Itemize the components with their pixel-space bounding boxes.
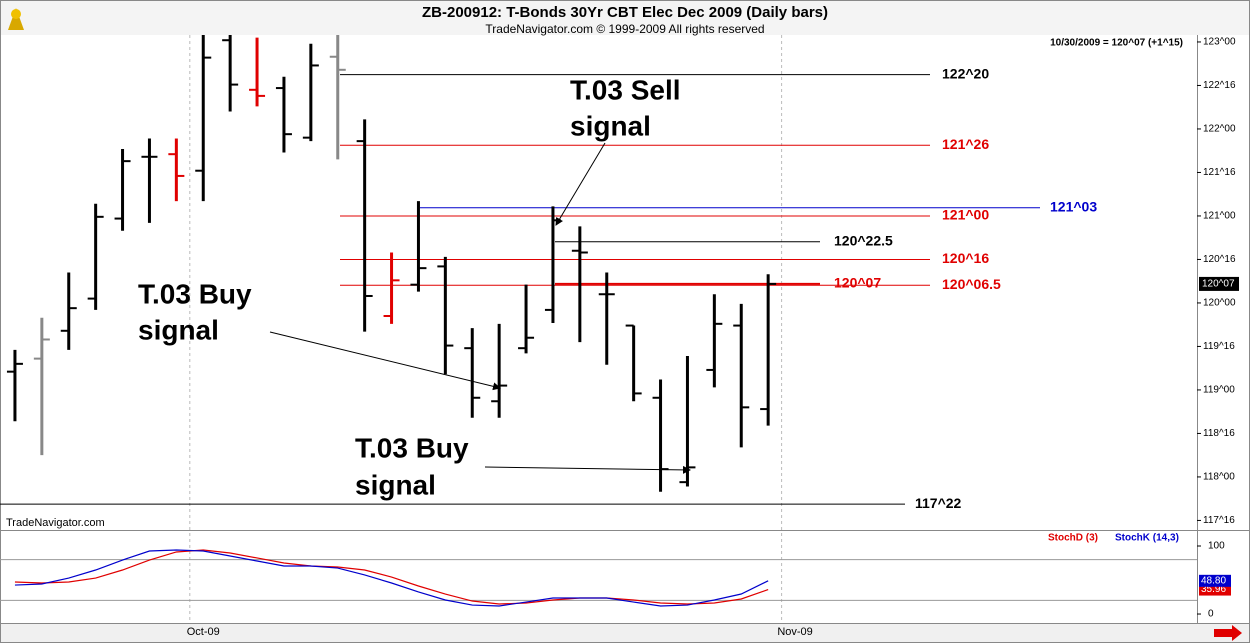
annotation: T.03 Sell (570, 74, 681, 105)
level-label: 120^22.5 (834, 232, 893, 248)
watermark: TradeNavigator.com (6, 517, 105, 529)
x-tick-label: Oct-09 (187, 626, 220, 638)
y-tick-label: 118^16 (1203, 428, 1235, 439)
stoch-line (14, 549, 769, 607)
y-tick-label: 119^16 (1203, 341, 1235, 352)
status: 10/30/2009 = 120^07 (+1^15) (1050, 38, 1183, 49)
annotation-arrow (484, 465, 691, 474)
annotation-arrow (555, 142, 606, 226)
y-tick-label: 120^00 (1203, 298, 1236, 309)
last-price-label: 120^07 (1202, 279, 1235, 290)
last-price-box (1199, 276, 1239, 291)
header-bar (1, 1, 1249, 35)
y-tick-label: 0 (1208, 609, 1214, 620)
level-label: 121^26 (942, 136, 989, 152)
level-label: 122^20 (942, 65, 989, 81)
level-label: 120^16 (942, 250, 989, 266)
annotation: T.03 Buy (138, 278, 252, 309)
annotation: signal (570, 110, 651, 141)
y-tick-label: 121^00 (1203, 211, 1236, 222)
y-tick-label: 117^16 (1203, 515, 1235, 526)
scroll-arrow[interactable] (1214, 625, 1242, 641)
level-label: 120^06.5 (942, 276, 1001, 292)
level-label: 117^22 (915, 495, 962, 511)
x-axis-bar (1, 624, 1249, 642)
subtitle: TradeNavigator.com © 1999-2009 All right… (485, 22, 764, 36)
annotation: T.03 Buy (355, 432, 469, 463)
annotation: signal (355, 469, 436, 500)
y-tick-label: 123^00 (1203, 37, 1236, 48)
y-tick-label: 100 (1208, 541, 1225, 552)
y-tick-label: 119^00 (1203, 385, 1235, 396)
y-tick-label: 122^00 (1203, 124, 1236, 135)
level-label: 121^00 (942, 207, 989, 223)
logo (8, 8, 24, 30)
y-tick-label: 121^16 (1203, 167, 1236, 178)
y-tick-label: 120^16 (1203, 254, 1236, 265)
level-label: 121^03 (1050, 198, 1097, 214)
y-tick-label: 122^16 (1203, 80, 1236, 91)
x-tick-label: Nov-09 (777, 626, 812, 638)
title: ZB-200912: T-Bonds 30Yr CBT Elec Dec 200… (422, 4, 828, 21)
legend-entry: StochD (3) (1048, 533, 1098, 544)
annotation-arrow (269, 331, 501, 391)
value-label: 48.80 (1201, 575, 1226, 586)
legend-entry: StochK (14,3) (1115, 533, 1179, 544)
y-tick-label: 118^00 (1203, 472, 1235, 483)
value-label: 35.96 (1201, 584, 1226, 595)
value-box (1199, 574, 1231, 587)
level-label: 120^07 (834, 275, 881, 291)
annotation: signal (138, 314, 219, 345)
stoch-line (14, 549, 769, 605)
